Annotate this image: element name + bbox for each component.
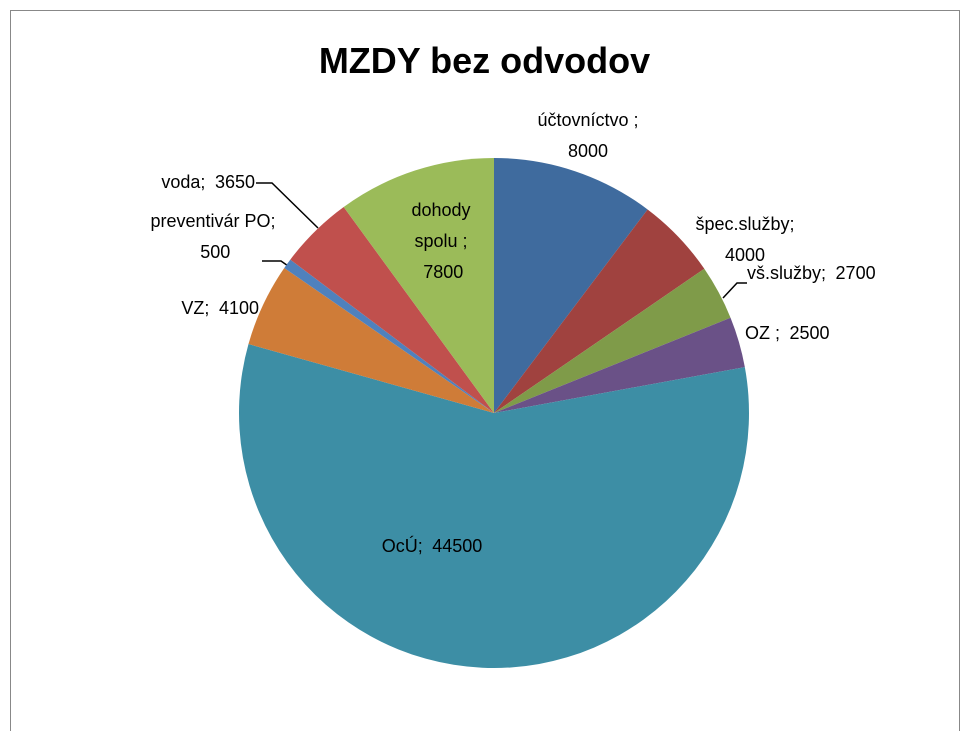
- data-label: vš.služby; 2700: [747, 258, 967, 289]
- label-value: 500: [200, 242, 231, 262]
- label-value: 3650: [214, 172, 255, 192]
- label-value: 7800: [423, 262, 464, 282]
- pie-slice: [238, 344, 749, 668]
- pie-slice: [494, 158, 648, 413]
- label-category: OcÚ;: [381, 536, 423, 556]
- data-label: preventivár PO; 500: [143, 206, 283, 268]
- pie-slice: [343, 158, 494, 413]
- label-category: voda;: [161, 172, 206, 192]
- leader-line: [256, 182, 319, 229]
- label-value: 4100: [218, 298, 259, 318]
- pie-slice: [494, 209, 705, 413]
- label-value: 2700: [835, 263, 876, 283]
- pie-slice: [248, 267, 494, 413]
- data-label: dohody spolu ; 7800: [396, 195, 486, 288]
- pie: [238, 158, 749, 668]
- label-category: preventivár PO;: [150, 211, 276, 231]
- label-value: 2500: [789, 323, 830, 343]
- data-label: špec.služby; 4000: [665, 209, 825, 271]
- label-category: účtovníctvo ;: [537, 110, 639, 130]
- label-category: OZ ;: [745, 323, 780, 343]
- data-label: OZ ; 2500: [745, 318, 945, 349]
- data-label: VZ; 4100: [130, 293, 259, 324]
- label-category: špec.služby;: [695, 214, 795, 234]
- label-category: vš.služby;: [747, 263, 827, 283]
- data-label: účtovníctvo ; 8000: [488, 105, 688, 167]
- label-value: 8000: [567, 141, 609, 161]
- leader-line: [722, 282, 747, 299]
- label-category: VZ;: [181, 298, 210, 318]
- pie-slice: [494, 317, 745, 413]
- label-value: 4000: [724, 245, 766, 265]
- pie-slice: [494, 268, 731, 413]
- chart-title: MZDY bez odvodov: [318, 40, 651, 81]
- data-label: OcÚ; 44500: [300, 531, 564, 562]
- label-category: dohody spolu ;: [411, 200, 471, 251]
- pie-slice: [284, 259, 494, 413]
- pie-slice: [290, 207, 494, 413]
- data-label: voda; 3650: [60, 167, 255, 198]
- label-value: 44500: [432, 536, 483, 556]
